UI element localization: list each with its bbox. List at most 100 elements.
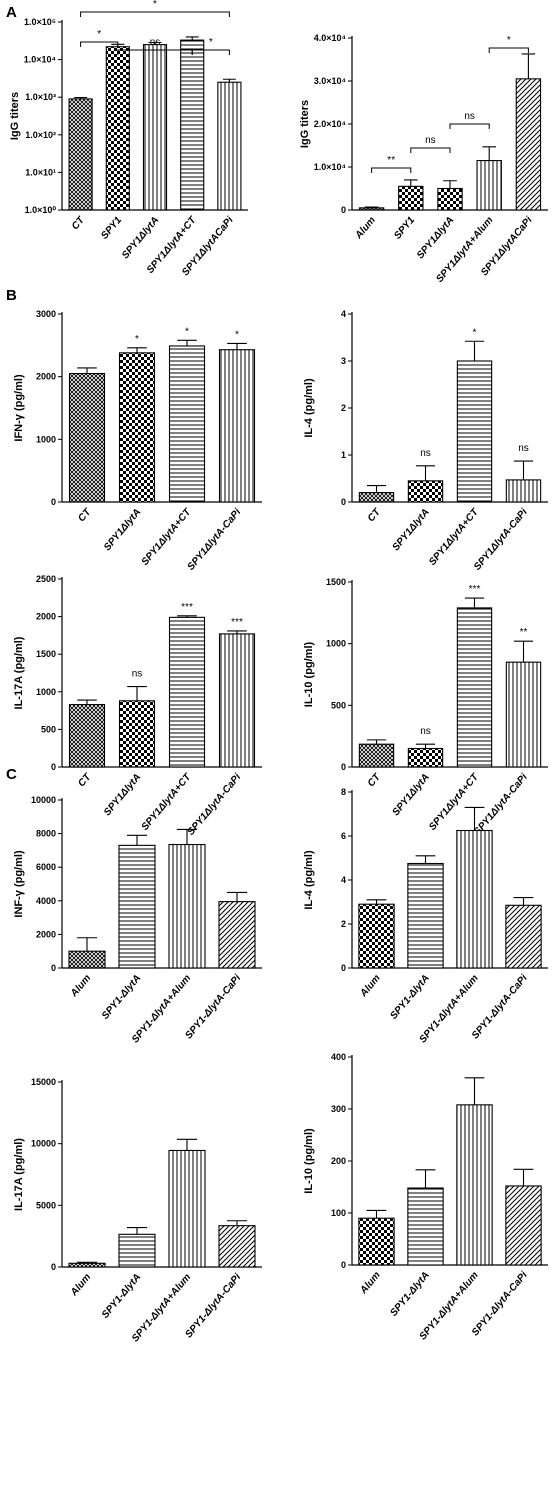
y-tick-label: 1.0×10⁵ — [24, 17, 56, 27]
y-tick-label: 10000 — [31, 795, 56, 805]
x-tick-label: SPY1 — [392, 215, 417, 242]
bar — [68, 372, 106, 503]
y-tick-label: 300 — [331, 1104, 346, 1114]
bar — [407, 862, 444, 969]
comparison-bracket — [488, 47, 529, 53]
y-tick-label: 0 — [51, 497, 56, 507]
bar — [358, 903, 395, 969]
error-bar — [176, 828, 198, 845]
bar — [407, 1187, 444, 1266]
error-bar — [222, 78, 236, 83]
x-tick-label: Alum — [353, 215, 378, 242]
bar — [515, 78, 542, 211]
bar — [505, 1185, 542, 1266]
y-tick-label: 15000 — [31, 1077, 56, 1087]
y-tick-label: 10000 — [31, 1139, 56, 1149]
bar — [142, 44, 168, 211]
bar — [218, 349, 256, 503]
x-tick-label: CT — [366, 771, 384, 789]
bar — [358, 1217, 395, 1266]
x-tick-label: SPY1ΔlytA-CaPi — [472, 772, 530, 838]
error-bar — [521, 53, 536, 79]
error-bar — [177, 615, 197, 618]
bar — [505, 661, 542, 768]
y-tick-label: 6 — [341, 831, 346, 841]
bar — [68, 1262, 106, 1268]
y-tick-label: 200 — [331, 1156, 346, 1166]
y-tick-label: 1000 — [36, 687, 56, 697]
error-bar — [76, 1261, 98, 1264]
y-tick-label: 0 — [341, 1260, 346, 1270]
y-tick-label: 100 — [331, 1208, 346, 1218]
error-bar — [148, 41, 162, 45]
y-tick-label: 0 — [51, 762, 56, 772]
x-tick-label: SPY1-ΔlytA — [388, 973, 431, 1022]
y-tick-label: 2000 — [36, 929, 56, 939]
significance-label: *** — [231, 617, 243, 628]
comparison-bracket — [80, 11, 230, 17]
y-tick-label: 2000 — [36, 372, 56, 382]
bar — [407, 747, 444, 768]
bar — [168, 1149, 206, 1268]
x-tick-label: SPY1ΔlytA+CT — [427, 771, 481, 833]
error-bar — [513, 640, 534, 663]
y-tick-label: 0 — [341, 963, 346, 973]
x-tick-label: SPY1ΔlytA-CaPi — [186, 507, 244, 573]
bar — [105, 46, 130, 211]
significance-label: *** — [181, 602, 193, 613]
bar — [476, 160, 502, 211]
error-bar — [364, 206, 379, 208]
bar — [505, 904, 542, 969]
x-tick-label: SPY1ΔlytA — [102, 507, 143, 553]
chart-1: 0 1.0×10⁴ 2.0×10⁴ 3.0×10⁴ 4.0×10⁴ IgG titers A… — [299, 33, 548, 285]
y-axis-title: IL-10 (pg/ml) — [303, 1128, 315, 1194]
bar — [118, 844, 156, 969]
bar — [456, 360, 493, 503]
y-tick-label: 1500 — [36, 649, 56, 659]
x-tick-label: SPY1ΔlytA — [102, 772, 143, 818]
y-tick-label: 8000 — [36, 829, 56, 839]
error-bar — [443, 180, 457, 189]
error-bar — [185, 36, 199, 41]
x-tick-label: SPY1ΔlytA+CT — [140, 771, 194, 833]
chart-8: 0 5000 10000 15000 IL-17A (pg/ml) Alum SPY1-Δl… — [13, 1077, 262, 1344]
y-tick-label: 0 — [341, 497, 346, 507]
y-tick-label: 1.0×10⁴ — [24, 55, 56, 65]
chart-2: 0 1000 2000 3000 IFN-γ (pg/ml) CT * SPY1ΔlytA * S… — [13, 309, 262, 573]
x-tick-label: SPY1-ΔlytA — [100, 1272, 143, 1321]
error-bar — [227, 630, 247, 634]
error-bar — [77, 367, 97, 374]
error-bar — [513, 1168, 534, 1186]
chart-7: 0 2 4 6 8 IL-4 (pg/ml) Alum SPY1-ΔlytA SPY1-Δlyt… — [303, 787, 548, 1045]
significance-label: *** — [469, 584, 481, 595]
bar — [168, 843, 206, 969]
bracket-label: ns — [150, 37, 161, 48]
y-tick-label: 0 — [341, 205, 346, 215]
y-tick-label: 0 — [341, 762, 346, 772]
chart-3: 0 1 2 3 4 IL-4 (pg/ml) CT ns SPY1ΔlytA * SPY1ΔlytA… — [303, 309, 548, 573]
error-bar — [126, 1226, 148, 1235]
x-tick-label: SPY1ΔlytA — [120, 215, 161, 261]
error-bar — [464, 806, 485, 831]
error-bar — [513, 460, 534, 480]
error-bar — [464, 1077, 485, 1105]
x-tick-label: SPY1ΔlytA — [390, 507, 431, 553]
bar — [218, 1225, 256, 1268]
x-tick-label: Alum — [358, 973, 383, 1000]
error-bar — [366, 1209, 387, 1219]
x-tick-label: Alum — [68, 973, 93, 1000]
y-tick-label: 1000 — [36, 434, 56, 444]
bar — [407, 480, 444, 503]
error-bar — [74, 96, 88, 99]
y-tick-label: 4 — [341, 875, 346, 885]
y-tick-label: 1.0×10¹ — [25, 167, 56, 177]
error-bar — [415, 855, 436, 864]
y-tick-label: 3 — [341, 356, 346, 366]
error-bar — [403, 179, 418, 187]
x-tick-label: SPY1ΔlytA-CaPi — [472, 507, 530, 573]
y-tick-label: 2 — [341, 403, 346, 413]
x-tick-label: SPY1ΔlytA-CaPi — [186, 772, 244, 838]
y-tick-label: 0 — [51, 1262, 56, 1272]
x-tick-label: SPY1-ΔlytA — [388, 1270, 431, 1319]
